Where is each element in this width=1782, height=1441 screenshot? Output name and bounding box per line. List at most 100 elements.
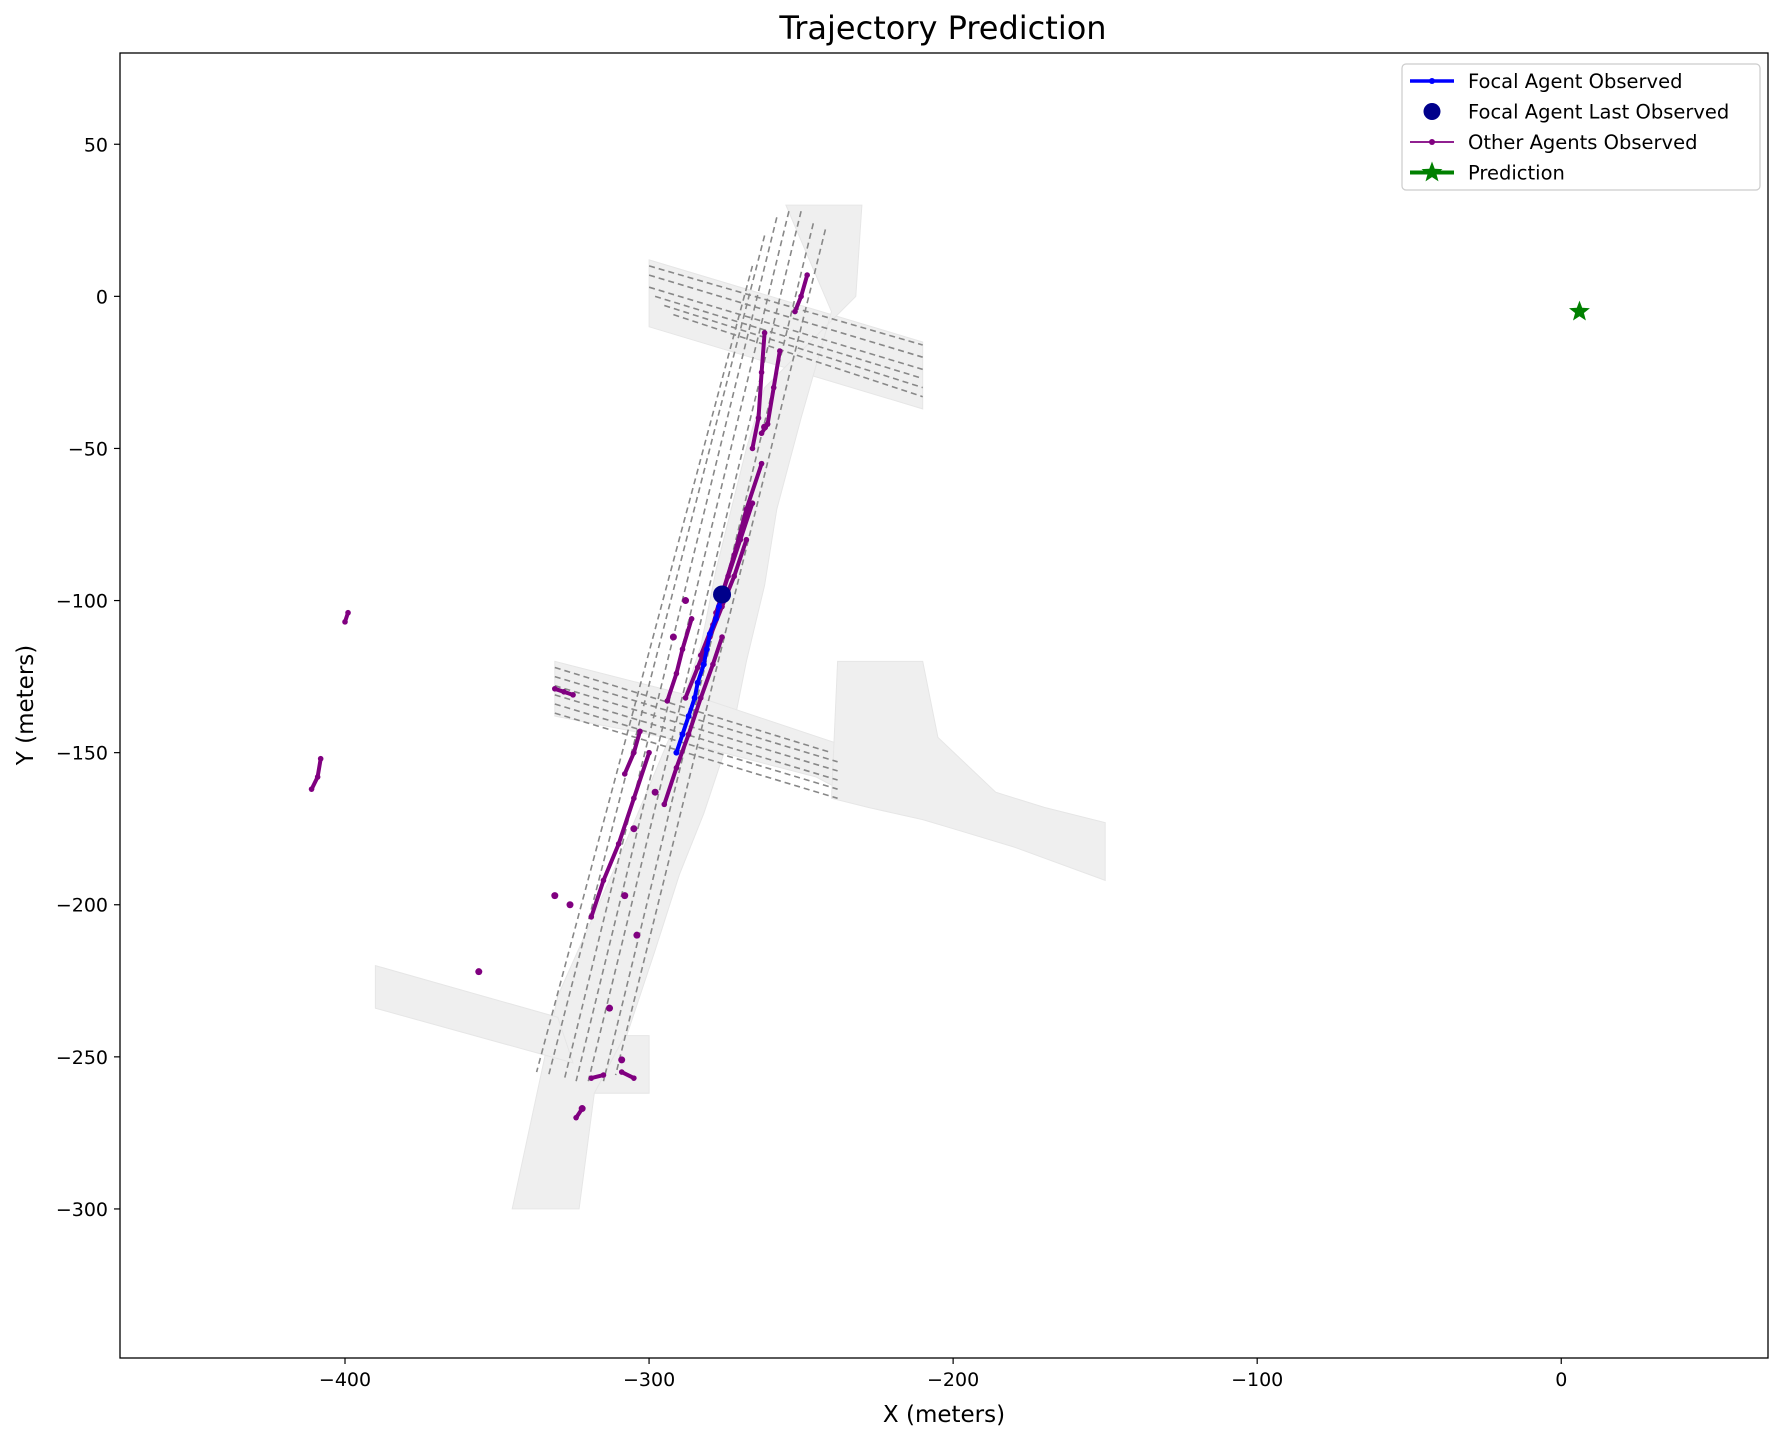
y-tick-label: −50 bbox=[68, 438, 108, 460]
other-agent-dot-12 bbox=[578, 1105, 586, 1113]
other-agent-point bbox=[804, 272, 810, 278]
other-agent-point bbox=[314, 774, 321, 780]
other-agent-point bbox=[725, 573, 731, 580]
other-agent-point bbox=[792, 308, 798, 315]
other-agent-point bbox=[755, 415, 762, 421]
other-agent-point bbox=[743, 506, 750, 513]
other-agent-point bbox=[631, 1075, 637, 1081]
other-agent-point bbox=[743, 536, 750, 543]
lane-line-8 bbox=[563, 217, 778, 1082]
chart-title: Trajectory Prediction bbox=[778, 9, 1106, 47]
other-agent-point bbox=[345, 609, 351, 616]
other-agent-dot-8 bbox=[669, 633, 677, 641]
y-tick-label: −100 bbox=[56, 591, 108, 613]
legend: Focal Agent Observed Focal Agent Last Obs… bbox=[1401, 63, 1761, 191]
other-agent-dot-4 bbox=[633, 931, 641, 939]
lane-line-12 bbox=[535, 265, 754, 1073]
other-agent-track-1 bbox=[750, 330, 767, 451]
other-agent-point bbox=[682, 695, 689, 701]
other-agent-point bbox=[731, 573, 737, 580]
other-agent-point bbox=[621, 771, 628, 777]
legend-box bbox=[1401, 63, 1761, 191]
lane-line-10 bbox=[614, 229, 827, 1076]
legend-point-swatch bbox=[1429, 78, 1435, 84]
other-agent-dot-3 bbox=[621, 892, 629, 900]
y-axis-label: Y (meters) bbox=[13, 645, 39, 766]
other-agent-point bbox=[631, 795, 637, 802]
other-agent-point bbox=[719, 634, 725, 640]
other-agent-point bbox=[770, 384, 777, 391]
y-tick-label: −300 bbox=[56, 1199, 108, 1221]
lane-line-1 bbox=[648, 274, 923, 358]
map-area-3 bbox=[830, 660, 1106, 882]
lane-line-2 bbox=[648, 286, 923, 371]
focal-agent-observed-point bbox=[679, 731, 686, 738]
y-tick-label: −200 bbox=[56, 895, 108, 917]
focal-agent-observed-point bbox=[700, 661, 707, 668]
focal-agent-observed-point bbox=[706, 631, 713, 638]
legend-label: Prediction bbox=[1468, 162, 1565, 185]
other-agent-point bbox=[588, 1075, 595, 1081]
other-agent-point bbox=[631, 749, 637, 756]
lane-layer bbox=[535, 211, 923, 1082]
legend-point-swatch bbox=[1429, 139, 1435, 145]
other-agent-point bbox=[697, 695, 704, 701]
lane-line-5 bbox=[673, 313, 923, 398]
x-tick-label: 0 bbox=[1555, 1369, 1567, 1391]
focal-agent-observed-point bbox=[715, 603, 722, 610]
other-agent-point bbox=[761, 330, 768, 336]
lane-line-4 bbox=[664, 304, 923, 389]
focal-agent-observed-point bbox=[691, 694, 698, 701]
other-agent-point bbox=[317, 755, 324, 762]
other-agent-point bbox=[618, 1069, 625, 1075]
other-agent-point bbox=[570, 692, 576, 698]
other-agent-point bbox=[573, 1114, 579, 1121]
other-agent-dot-6 bbox=[651, 788, 659, 796]
other-agent-point bbox=[694, 664, 701, 671]
other-agent-dot-5 bbox=[630, 825, 638, 833]
other-agent-point bbox=[749, 445, 756, 452]
other-agent-point bbox=[661, 801, 668, 808]
y-tick-label: −150 bbox=[56, 743, 108, 765]
other-agent-point bbox=[646, 749, 652, 756]
other-agent-point bbox=[673, 765, 680, 771]
other-agent-point bbox=[710, 661, 716, 668]
y-axis-ticks: 50 0 −50 −100 −150 −200 −250 −300 bbox=[56, 134, 120, 1221]
legend-circle-swatch bbox=[1423, 103, 1441, 120]
lane-line-13 bbox=[554, 666, 832, 754]
lane-line-11 bbox=[547, 235, 766, 1076]
focal-agent-observed-point bbox=[694, 679, 701, 686]
other-agent-track-6 bbox=[662, 635, 724, 807]
series-layer bbox=[673, 300, 1590, 756]
other-agents-layer bbox=[308, 272, 810, 1121]
other-agent-track-7 bbox=[665, 616, 694, 703]
x-tick-label: −100 bbox=[1231, 1369, 1283, 1391]
other-agent-point bbox=[600, 1072, 607, 1078]
y-tick-label: 50 bbox=[84, 134, 108, 156]
prediction-marker bbox=[1569, 300, 1590, 321]
other-agent-point bbox=[561, 689, 567, 695]
plot-frame bbox=[119, 52, 1769, 1359]
x-tick-label: −200 bbox=[927, 1369, 979, 1391]
focal-agent-observed-point bbox=[685, 713, 692, 720]
other-agent-point bbox=[758, 369, 765, 376]
other-agent-point bbox=[342, 619, 348, 625]
focal-agent-observed-point bbox=[712, 615, 719, 622]
other-agent-point bbox=[600, 877, 607, 884]
other-agent-dot-1 bbox=[551, 892, 559, 900]
legend-label: Focal Agent Observed bbox=[1468, 70, 1682, 93]
x-axis-ticks: −400 −300 −200 −100 0 bbox=[319, 1358, 1567, 1391]
other-agent-point bbox=[308, 786, 315, 792]
lane-line-0 bbox=[648, 265, 923, 346]
other-agent-point bbox=[673, 670, 680, 677]
x-tick-label: −400 bbox=[319, 1369, 371, 1391]
other-agent-dot-10 bbox=[606, 1004, 614, 1012]
legend-label: Other Agents Observed bbox=[1468, 131, 1697, 154]
other-agent-point bbox=[588, 914, 595, 920]
focal-agent-observed-point bbox=[673, 749, 680, 756]
other-agent-point bbox=[758, 430, 765, 437]
other-agent-point bbox=[552, 685, 558, 692]
other-agent-dot-2 bbox=[566, 901, 574, 909]
other-agent-point bbox=[679, 646, 686, 653]
